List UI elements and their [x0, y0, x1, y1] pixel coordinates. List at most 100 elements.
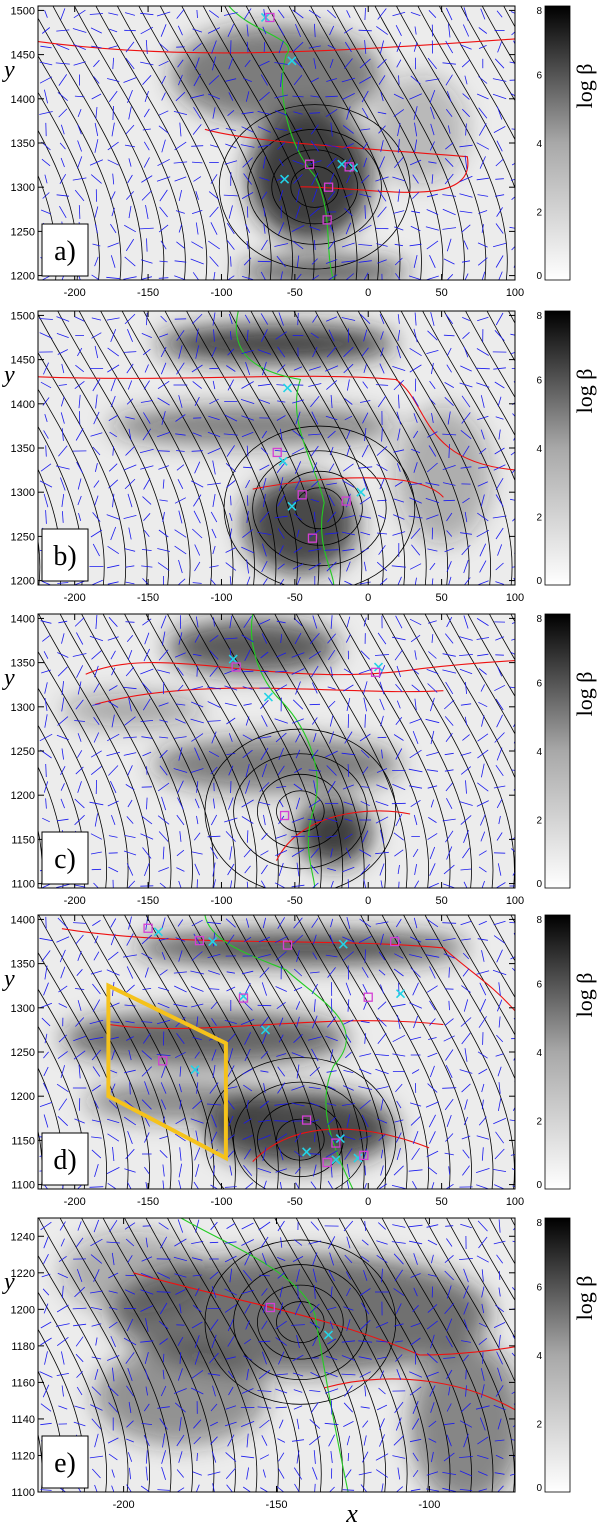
x-tick-label: -50: [287, 287, 303, 299]
y-tick-label: 1140: [11, 1414, 35, 1426]
o-null-marker: [322, 1157, 332, 1168]
colorbar-tick-label: 6: [536, 679, 542, 690]
x-tick-label: -200: [64, 592, 86, 604]
y-tick-label: 1350: [11, 959, 35, 971]
o-null-marker: [322, 215, 332, 225]
x-null-marker: [287, 501, 297, 511]
x-tick-label: 50: [435, 1196, 447, 1208]
colorbar-tick-label: 2: [536, 1420, 542, 1431]
y-tick-label: 1250: [11, 226, 35, 238]
y-tick-label: 1160: [11, 1377, 35, 1389]
panel-b: -200 -150 -100 -50 0 50 100 1200 1250 1300 1350 140…: [2, 310, 597, 604]
o-null-marker: [331, 1138, 341, 1148]
x-null-marker: [395, 989, 406, 999]
x-null-marker: [302, 1147, 312, 1157]
y-tick-label: 1450: [11, 50, 35, 62]
y-tick-label: 1400: [11, 94, 35, 106]
x-axis-label: x: [345, 1499, 358, 1528]
x-tick-label: -150: [137, 1196, 159, 1208]
y-tick-label: 1150: [11, 834, 35, 846]
y-axis-label: y: [2, 966, 15, 992]
y-axis-label: y: [2, 57, 15, 83]
x-null-marker: [337, 159, 347, 169]
green-contour: [204, 915, 354, 1189]
o-null-marker: [389, 936, 400, 947]
velocity-arrows: [39, 1219, 515, 1492]
y-tick-label: 1150: [11, 1135, 35, 1147]
colorbar-tick-label: 6: [536, 1283, 542, 1294]
y-tick-label: 1120: [11, 1450, 35, 1462]
x-tick-label: -150: [137, 287, 159, 299]
x-tick-label: -100: [418, 1499, 440, 1511]
y-tick-label: 1300: [11, 702, 35, 714]
x-null-marker: [331, 1155, 341, 1165]
colorbar-tick-label: 4: [536, 1351, 542, 1362]
y-tick-label: 1300: [11, 182, 35, 194]
x-null-marker: [153, 927, 163, 937]
x-tick-label: -200: [64, 1196, 86, 1208]
colorbar: [544, 1217, 571, 1493]
colorbar-tick-label: 4: [536, 747, 542, 758]
y-tick-label: 1400: [11, 914, 35, 926]
x-tick-label: 0: [365, 1196, 371, 1208]
x-null-marker: [373, 662, 384, 672]
o-null-marker: [279, 810, 290, 821]
colorbar-tick-label: 2: [536, 513, 542, 524]
colorbar-tick-label: 0: [536, 1483, 542, 1494]
y-tick-label: 1180: [11, 1341, 35, 1353]
y-tick-label: 1100: [11, 1487, 35, 1499]
red-contour: [38, 38, 515, 193]
x-null-marker: [280, 174, 290, 184]
x-tick-label: 100: [506, 1196, 524, 1208]
x-tick-label: -200: [64, 287, 86, 299]
colorbar-tick-label: 4: [536, 444, 542, 455]
y-tick-label: 1450: [11, 355, 35, 367]
x-null-marker: [228, 654, 238, 664]
o-null-marker: [323, 182, 334, 192]
colorbar-tick-label: 8: [536, 311, 542, 322]
colorbar-tick-label: 0: [536, 271, 542, 282]
x-tick-label: -150: [137, 592, 159, 604]
x-tick-label: -50: [287, 895, 303, 907]
colorbar-tick-label: 0: [536, 879, 542, 890]
y-tick-label: 1250: [11, 531, 35, 543]
y-tick-label: 1400: [11, 613, 35, 625]
o-null-marker: [341, 496, 351, 506]
panel-label: c): [54, 844, 76, 875]
colorbar-label: log β: [572, 973, 597, 1018]
colorbar-tick-label: 8: [536, 6, 542, 17]
o-null-marker: [359, 1150, 369, 1161]
x-null-marker: [323, 1330, 334, 1340]
colorbar-label: log β: [572, 64, 597, 109]
y-tick-label: 1200: [11, 790, 35, 802]
colorbar-tick-label: 6: [536, 376, 542, 387]
x-tick-label: -150: [137, 895, 159, 907]
x-null-marker: [278, 456, 288, 466]
colorbar-tick-label: 6: [536, 71, 542, 82]
panel-a: -200 -150 -100 -50 0 50 100 1200 1250 1300 1350 140…: [2, 5, 597, 299]
green-contour: [250, 614, 318, 888]
y-tick-label: 1300: [11, 487, 35, 499]
x-null-marker: [356, 487, 366, 497]
x-tick-label: 100: [506, 287, 524, 299]
panel-label-box: [41, 528, 89, 582]
x-tick-label: -50: [287, 592, 303, 604]
panel-label-box: [41, 1435, 89, 1489]
highlight-region: [106, 982, 228, 1162]
green-contour: [228, 6, 335, 280]
panel-label-box: [41, 1132, 89, 1186]
y-tick-label: 1200: [11, 1091, 35, 1103]
colorbar-tick-label: 4: [536, 139, 542, 150]
colorbar-tick-label: 4: [536, 1048, 542, 1059]
o-null-marker: [301, 1115, 312, 1125]
y-tick-label: 1400: [11, 399, 35, 411]
y-tick-label: 1500: [11, 310, 35, 322]
colorbar-tick-label: 8: [536, 1218, 542, 1229]
field-lines: [38, 614, 515, 888]
y-axis-label: y: [2, 665, 15, 691]
x-tick-label: 100: [506, 895, 524, 907]
colorbar-tick-label: 0: [536, 1180, 542, 1191]
o-null-marker: [344, 162, 354, 172]
green-contour: [180, 1218, 349, 1492]
